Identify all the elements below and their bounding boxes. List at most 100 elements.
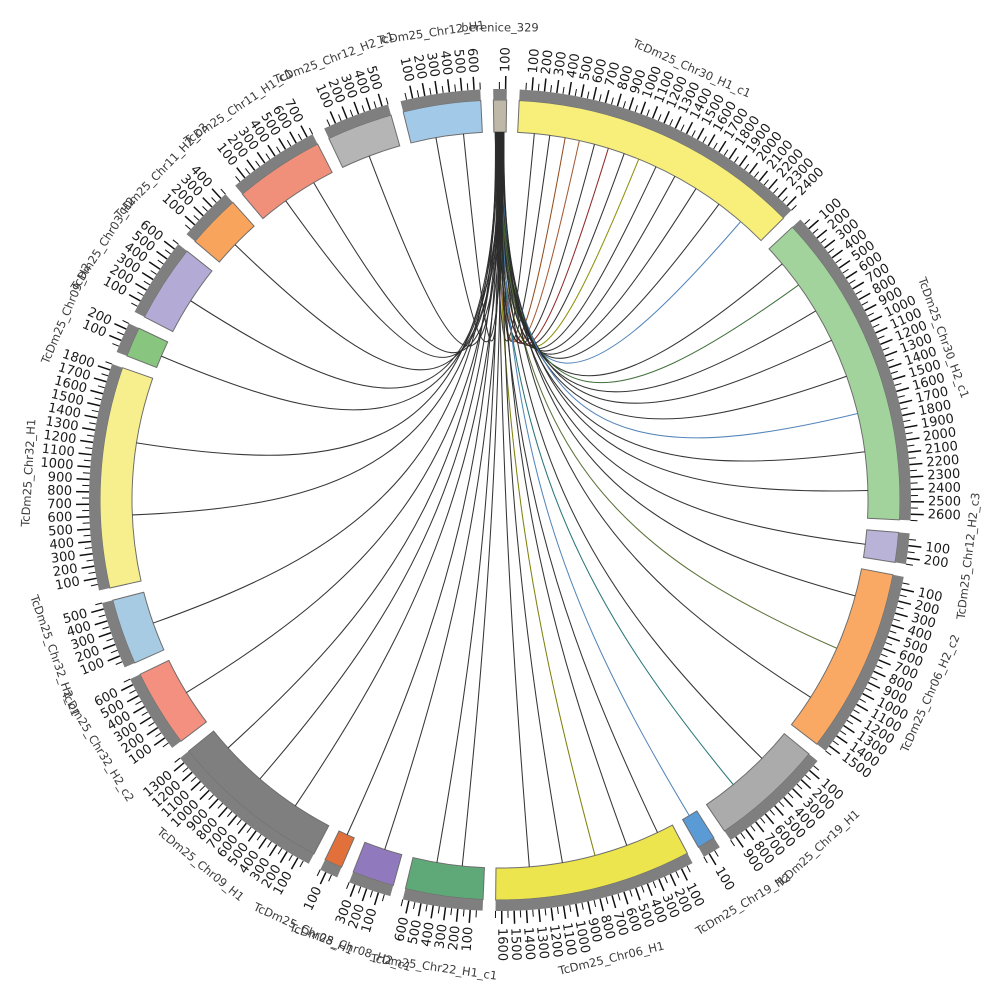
tick-label-TcDm25_Chr06_H2_c2-400: 400 [905,623,933,645]
tick-major-TcDm25_Chr32_H1-1100 [78,452,92,456]
tick-minor-TcDm25_Chr22_H1_c1-350 [437,906,440,914]
tick-minor-TcDm25_Chr09_H1-450 [256,834,262,841]
tick-minor-TcDm25_Chr06_H2_c2-1550 [825,750,832,756]
segment-band-TcDm25_Chr30_H2_c1 [768,226,901,521]
tick-label-TcDm25_Chr06_H1-1300: 1300 [533,925,551,959]
link-berenice_329-to-TcDm25_Chr11_H1_c1-560 [313,132,504,354]
segment-strip-TcDm25_Chr11_H1_c1 [235,134,318,195]
tick-minor-TcDm25_Chr32_H1-150 [88,571,96,574]
link-berenice_329-to-TcDm25_Chr19_H1-300 [499,131,763,759]
tick-minor-TcDm25_Chr06_H2_c2-250 [896,606,904,610]
tick-major-TcDm25_Chr12_H1-500 [459,77,463,91]
tick-label-TcDm25_Chr32_H2_c1-400: 400 [65,619,93,641]
tick-minor-TcDm25_Chr06_H2_c2-1350 [839,730,847,736]
tick-minor-TcDm25_Chr11_H2_c3-50 [184,224,191,230]
tick-major-TcDm25_Chr06_H1-400 [646,883,653,897]
tick-major-TcDm25_Chr12_H2_c3-200 [906,557,920,561]
segment-strip-berenice_329 [493,89,507,101]
tick-major-TcDm25_Chr06_H1-200 [669,873,677,887]
tick-label-TcDm25_Chr06_H2_c2-200: 200 [913,598,941,619]
segment-band-TcDm25_Chr32_H2_c1 [112,591,165,664]
tick-major-TcDm25_Chr09_H2-200 [114,322,127,330]
link-berenice_329-to-TcDm25_Chr06_H2_c2-1250 [503,132,811,698]
tick-major-TcDm25_Chr22_H1_c1-200 [455,908,459,922]
tick-minor-TcDm25_Chr32_H2_c2-450 [135,700,142,706]
link-berenice_329-to-TcDm25_Chr03_H2-320 [190,132,499,389]
tick-label-TcDm25_Chr06_H1-700: 700 [609,910,630,938]
tick-major-TcDm25_Chr19_H1-800 [745,828,755,841]
tick-major-TcDm25_Chr32_H1-1300 [82,427,96,431]
tick-minor-TcDm25_Chr30_H1_c1-1450 [691,130,696,137]
tick-major-TcDm25_Chr11_H1_c1-300 [256,151,266,164]
tick-minor-TcDm25_Chr30_H2_c1-150 [812,228,819,234]
tick-label-TcDm25_Chr30_H1_c1-100: 100 [526,48,543,74]
tick-minor-TcDm25_Chr08_H2_c1-50 [381,894,385,902]
tick-label-TcDm25_Chr32_H1-1200: 1200 [42,428,77,447]
tick-label-TcDm25_Chr30_H1_c1-800: 800 [615,64,636,92]
segment-band-TcDm25_Chr22_H1_c1 [404,856,485,901]
tick-minor-TcDm25_Chr08_H2_c1-150 [369,890,373,898]
tick-minor-TcDm25_Chr03_H2-50 [131,302,138,307]
tick-major-TcDm25_Chr11_H1_c1-100 [236,167,246,179]
tick-minor-TcDm25_Chr12_H2_c1-250 [349,109,354,117]
tick-major-TcDm25_Chr06_H2_c2-1200 [849,714,862,723]
tick-major-TcDm25_Chr32_H1-1200 [80,439,94,444]
segment-band-TcDm25_Chr11_H2_c3 [194,201,255,263]
tick-major-TcDm25_Chr30_H1_c1-800 [616,93,622,107]
tick-major-TcDm25_Chr32_H1-200 [81,565,95,569]
segment-band-TcDm25_Chr19_H2 [681,810,715,848]
tick-major-TcDm25_Chr09_H1-100 [290,857,299,870]
tick-minor-TcDm25_Chr11_H1_c1-350 [265,153,271,160]
tick-minor-TcDm25_Chr06_H2_c2-1150 [853,709,860,714]
tick-major-TcDm25_Chr30_H1_c1-1400 [685,121,694,135]
tick-label-TcDm25_Chr32_H1-300: 300 [50,549,77,567]
tick-major-TcDm25_Chr06_H2_c2-900 [867,681,881,689]
tick-minor-TcDm25_Chr30_H2_c1-750 [855,290,863,295]
tick-major-TcDm25_Chr30_H2_c1-1500 [892,374,906,381]
tick-major-TcDm25_Chr06_H2_c2-300 [894,612,908,618]
tick-minor-TcDm25_Chr12_H2_c1-150 [338,114,342,122]
tick-major-TcDm25_Chr32_H2_c2-600 [120,684,134,692]
tick-minor-TcDm25_Chr19_H1-50 [813,765,820,771]
tick-major-TcDm25_Chr03_H2-200 [135,282,148,291]
tick-major-TcDm25_Chr32_H2_c2-500 [126,695,139,703]
tick-minor-TcDm25_Chr30_H1_c1-2250 [773,187,779,194]
tick-minor-TcDm25_Chr06_H1-50 [686,865,691,873]
tick-label-TcDm25_Chr22_H1_c1-300: 300 [433,923,451,950]
tick-minor-TcDm25_Chr30_H1_c1-1650 [713,142,718,150]
tick-major-TcDm25_Chr30_H2_c1-1200 [880,338,893,346]
tick-major-TcDm25_Chr22_H1_c1-300 [443,907,447,921]
tick-label-TcDm25_Chr06_H1-600: 600 [622,906,644,934]
tick-major-TcDm25_Chr06_H1-900 [587,901,592,915]
tick-major-TcDm25_Chr11_H1_c1-700 [300,125,308,138]
segment-strip-TcDm25_Chr06_H2_c2 [816,574,904,751]
tick-minor-TcDm25_Chr30_H2_c1-2150 [908,457,916,459]
tick-label-TcDm25_Chr22_H1_c1-600: 600 [392,916,412,944]
link-berenice_329-to-TcDm25_Chr19_H2-80 [499,131,690,816]
tick-major-TcDm25_Chr11_H2_c3-200 [193,206,204,217]
tick-minor-TcDm25_Chr32_H2_c2-250 [148,721,155,727]
tick-minor-TcDm25_Chr30_H1_c1-1050 [646,109,650,117]
tick-minor-TcDm25_Chr30_H1_c1-1250 [669,119,674,126]
tick-label-TcDm25_Chr08_H2_c1-100: 100 [359,907,381,935]
tick-major-TcDm25_Chr30_H2_c1-800 [858,292,871,301]
tick-major-TcDm25_Chr11_H1_c1-500 [278,137,287,150]
tick-major-TcDm25_Chr32_H1-1700 [93,377,107,383]
tick-major-TcDm25_Chr06_H1-700 [611,895,617,909]
tick-major-TcDm25_Chr06_H1-1400 [525,910,529,924]
tick-major-TcDm25_Chr32_H1-500 [77,528,91,531]
tick-minor-TcDm25_Chr30_H2_c1-50 [804,219,811,225]
tick-label-TcDm25_Chr30_H2_c1-2600: 2600 [927,507,961,523]
tick-minor-TcDm25_Chr32_H1-1150 [85,447,93,450]
tick-minor-TcDm25_Chr30_H1_c1-250 [550,85,553,93]
tick-major-TcDm25_Chr30_H1_c1-300 [556,79,560,94]
tick-minor-TcDm25_Chr06_H2_c2-1050 [859,698,866,703]
tick-major-TcDm25_Chr12_H2_c1-300 [353,101,360,115]
tick-minor-TcDm25_Chr11_H1_c1-750 [308,127,314,135]
tick-minor-TcDm25_Chr32_H1-250 [86,559,94,562]
tick-label-TcDm25_Chr32_H1-1400: 1400 [47,401,82,422]
link-berenice_329-to-TcDm25_Chr30_H2_c1-1000 [500,131,832,404]
tick-minor-TcDm25_Chr22_H1_c1-150 [462,909,465,917]
tick-label-TcDm25_Chr30_H2_c1-2500: 2500 [928,494,961,509]
tick-minor-TcDm25_Chr19_H1-150 [805,774,811,781]
